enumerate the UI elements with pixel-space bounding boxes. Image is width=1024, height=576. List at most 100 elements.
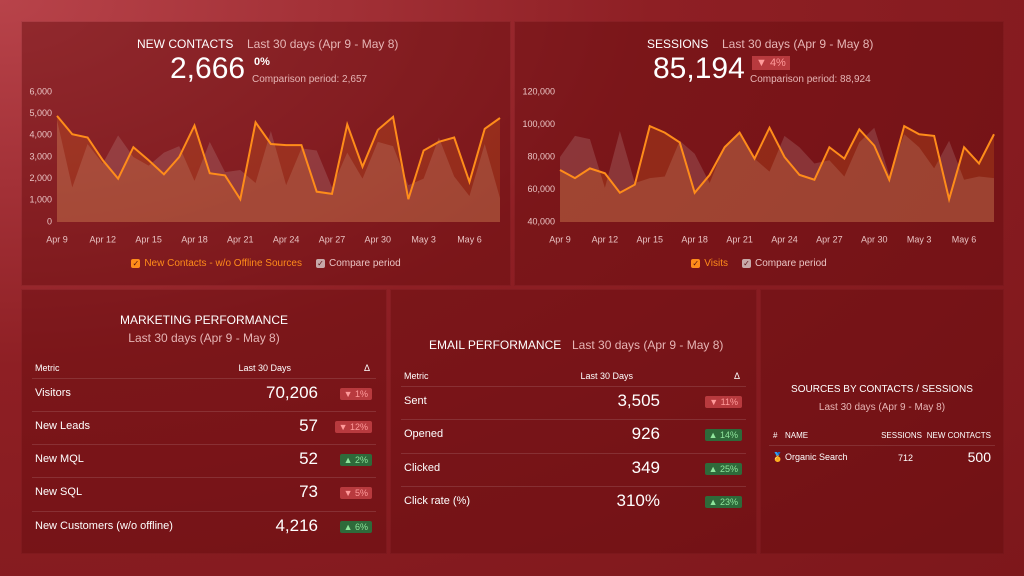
series-area (560, 127, 994, 222)
column-header: Metric (35, 363, 60, 373)
period-selector[interactable]: Last 30 days (Apr 9 - May 8) (128, 331, 280, 345)
column-header: Last 30 Days (238, 363, 291, 373)
source-name: Organic Search (785, 452, 848, 462)
panel-title: MARKETING PERFORMANCE (119, 313, 288, 327)
metric-value: 52 (299, 449, 318, 468)
x-tick-label: Apr 18 (681, 234, 708, 244)
x-tick-label: Apr 12 (592, 234, 619, 244)
series-line (559, 124, 995, 204)
kpi-change: 0% (254, 56, 270, 68)
period-selector[interactable]: Last 30 days (Apr 9 - May 8) (722, 37, 874, 51)
y-tick-label: 6,000 (29, 86, 52, 96)
row-separator (32, 477, 376, 478)
legend-item[interactable]: ✓ Compare period (315, 258, 401, 269)
y-tick-label: 80,000 (527, 151, 555, 161)
column-header: Δ (733, 371, 740, 381)
metric-value: 4,216 (275, 516, 318, 535)
metric-value: 926 (631, 424, 660, 443)
sessions-panel: SESSIONS Last 30 days (Apr 9 - May 8) 85,1… (515, 22, 1003, 285)
kpi-change: ▼ 4% (752, 56, 790, 70)
x-tick-label: May 6 (457, 234, 482, 244)
legend-label: Compare period (755, 258, 827, 269)
series-area (57, 120, 500, 222)
y-tick-label: 5,000 (29, 108, 52, 118)
source-contacts: 500 (967, 449, 991, 465)
row-separator (401, 486, 746, 487)
period-selector[interactable]: Last 30 days (Apr 9 - May 8) (818, 402, 946, 413)
row-separator (32, 444, 376, 445)
legend-item[interactable]: ✓ Visits (691, 258, 728, 269)
metric-delta: ▲ 2% (339, 454, 372, 466)
chart: 40,000 60,000 80,000 100,000 120,000 Apr 9 Apr… (522, 86, 995, 244)
y-tick-label: 60,000 (527, 184, 555, 194)
panel-title: SESSIONS (647, 37, 709, 51)
legend-item[interactable]: ✓ Compare period (742, 258, 827, 269)
comparison-text: Comparison period: 88,924 (750, 74, 871, 85)
row-separator (32, 378, 376, 379)
metric-delta: ▲ 25% (704, 463, 742, 475)
legend-checkbox[interactable]: ✓ (315, 259, 325, 268)
kpi-value: 2,666 (170, 52, 246, 85)
x-tick-label: May 3 (907, 234, 932, 244)
legend-checkbox[interactable]: ✓ (131, 259, 141, 268)
y-tick-label: 120,000 (522, 86, 555, 96)
column-header: Last 30 Days (580, 371, 633, 381)
medal-icon: 🏅 (772, 452, 784, 462)
period-selector[interactable]: Last 30 days (Apr 9 - May 8) (247, 37, 399, 51)
metric-delta: ▼ 1% (339, 388, 372, 400)
column-header: NAME (785, 431, 809, 440)
y-tick-label: 4,000 (29, 130, 52, 140)
metric-name: Click rate (%) (404, 495, 471, 507)
column-header: NEW CONTACTS (926, 431, 991, 440)
legend-label: Compare period (328, 258, 401, 269)
y-tick-label: 1,000 (29, 195, 52, 205)
kpi-value: 85,194 (653, 52, 745, 85)
x-tick-label: Apr 27 (816, 234, 843, 244)
panel-title: SOURCES BY CONTACTS / SESSIONS (791, 384, 973, 395)
metric-delta: ▼ 11% (705, 396, 742, 408)
x-tick-label: Apr 21 (726, 234, 753, 244)
metric-name: New Customers (w/o offline) (35, 520, 173, 532)
metric-value: 73 (299, 482, 318, 501)
y-tick-label: 2,000 (29, 173, 52, 183)
sources-panel: SOURCES BY CONTACTS / SESSIONS Last 30 da… (761, 290, 1003, 553)
metric-delta: ▼ 5% (339, 487, 372, 499)
column-header: SESSIONS (881, 431, 922, 440)
period-selector[interactable]: Last 30 days (Apr 9 - May 8) (572, 338, 724, 352)
metric-name: Visitors (35, 387, 71, 399)
y-tick-label: 100,000 (522, 119, 555, 129)
x-tick-label: Apr 21 (227, 234, 254, 244)
metric-name: Clicked (404, 462, 441, 474)
x-tick-label: Apr 15 (135, 234, 162, 244)
x-tick-label: Apr 18 (181, 234, 208, 244)
source-sessions: 712 (897, 453, 913, 463)
metric-value: 3,505 (617, 391, 660, 410)
legend-checkbox[interactable]: ✓ (691, 259, 701, 268)
legend-label: New Contacts - w/o Offline Sources (144, 258, 302, 269)
x-tick-label: May 3 (411, 234, 436, 244)
series-line (56, 115, 501, 202)
metric-name: New MQL (35, 453, 84, 465)
x-tick-label: Apr 24 (771, 234, 798, 244)
legend-item[interactable]: ✓ New Contacts - w/o Offline Sources (131, 258, 302, 269)
row-separator (769, 445, 995, 446)
column-header: Metric (404, 371, 429, 381)
x-tick-label: Apr 9 (46, 234, 68, 244)
series-area (560, 126, 994, 222)
panel-title: EMAIL PERFORMANCE (429, 338, 562, 352)
row-separator (401, 386, 746, 387)
metric-value: 349 (631, 458, 660, 477)
column-header: # (773, 431, 778, 440)
legend-checkbox[interactable]: ✓ (742, 259, 751, 268)
row-separator (401, 419, 746, 420)
row-separator (401, 453, 746, 454)
metric-value: 310% (616, 491, 660, 510)
metric-name: Opened (404, 428, 444, 440)
x-tick-label: Apr 24 (273, 234, 300, 244)
legend: ✓ New Contacts - w/o Offline Sources ✓ Comp… (22, 258, 510, 269)
x-tick-label: Apr 30 (365, 234, 392, 244)
y-tick-label: 3,000 (29, 151, 52, 161)
series-area (57, 115, 500, 222)
panel-title: NEW CONTACTS (137, 37, 234, 51)
